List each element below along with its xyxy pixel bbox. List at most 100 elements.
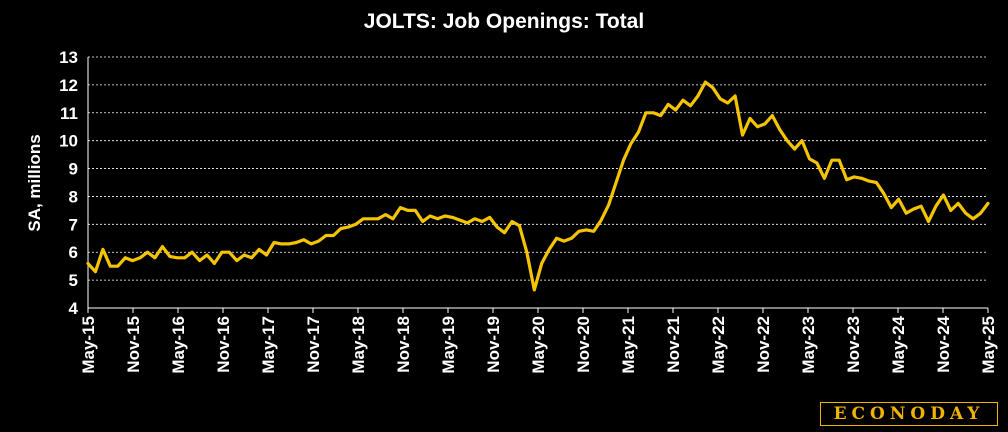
data-point [317, 240, 319, 242]
data-point [87, 262, 89, 264]
data-point [660, 114, 662, 116]
data-point [682, 99, 684, 101]
x-tick-label: Nov-20 [574, 316, 593, 373]
data-point [511, 220, 513, 222]
y-tick-label: 6 [69, 243, 78, 262]
y-tick-labels: 4 5 6 7 8 9 10 11 12 13 [59, 48, 78, 318]
data-point [637, 131, 639, 133]
x-tick-label: May-25 [979, 316, 998, 374]
data-point [459, 219, 461, 221]
data-point [719, 98, 721, 100]
data-point [585, 229, 587, 231]
data-point [250, 257, 252, 259]
data-point [898, 198, 900, 200]
data-point [288, 243, 290, 245]
data-point [481, 220, 483, 222]
data-point [392, 218, 394, 220]
data-point [645, 112, 647, 114]
y-tick-label: 4 [69, 299, 79, 318]
data-point [429, 215, 431, 217]
data-point [280, 243, 282, 245]
y-tick-label: 13 [59, 48, 78, 67]
data-point [489, 216, 491, 218]
data-point [474, 218, 476, 220]
data-point [124, 257, 126, 259]
data-point [377, 218, 379, 220]
data-point [764, 123, 766, 125]
data-point [496, 226, 498, 228]
data-point [347, 226, 349, 228]
data-point [868, 180, 870, 182]
x-tick-label: May-21 [619, 316, 638, 374]
data-point [950, 209, 952, 211]
data-point [831, 159, 833, 161]
axes [87, 57, 988, 309]
data-point [407, 209, 409, 211]
data-point [146, 251, 148, 253]
data-point [533, 289, 535, 291]
data-point [191, 251, 193, 253]
x-tick-label: May-23 [799, 316, 818, 374]
data-point [503, 232, 505, 234]
data-point [265, 254, 267, 256]
data-point [414, 209, 416, 211]
data-point [689, 105, 691, 107]
y-tick-label: 9 [69, 160, 78, 179]
data-point [712, 87, 714, 89]
data-point [890, 206, 892, 208]
data-point [206, 254, 208, 256]
data-point [526, 251, 528, 253]
data-point [243, 254, 245, 256]
x-tick-label: May-20 [529, 316, 548, 374]
data-point [169, 255, 171, 257]
data-point [236, 259, 238, 261]
data-point [816, 162, 818, 164]
data-point [630, 142, 632, 144]
data-point [295, 241, 297, 243]
data-point [793, 148, 795, 150]
data-point [451, 216, 453, 218]
data-point [444, 215, 446, 217]
data-point [563, 240, 565, 242]
data-point [972, 218, 974, 220]
series-line-job-openings [86, 80, 990, 292]
data-point [369, 218, 371, 220]
data-point [131, 259, 133, 261]
data-point [846, 179, 848, 181]
x-tick-label: May-15 [79, 316, 98, 374]
data-point [741, 134, 743, 136]
x-tick-label: Nov-21 [664, 316, 683, 373]
data-point [310, 243, 312, 245]
x-tick-label: Nov-15 [124, 316, 143, 373]
data-point [273, 241, 275, 243]
data-point [756, 126, 758, 128]
data-point [674, 109, 676, 111]
data-point [102, 248, 104, 250]
data-point [332, 234, 334, 236]
x-tick-label: May-22 [709, 316, 728, 374]
gridlines [88, 56, 988, 281]
data-point [570, 237, 572, 239]
data-point [935, 205, 937, 207]
data-point [704, 81, 706, 83]
data-point [860, 177, 862, 179]
data-point [600, 219, 602, 221]
data-point [139, 257, 141, 259]
x-tick-label: May-16 [169, 316, 188, 374]
y-axis-label: SA, millions [25, 134, 44, 231]
data-point [154, 257, 156, 259]
data-point [652, 112, 654, 114]
data-point [117, 265, 119, 267]
data-point [608, 204, 610, 206]
x-tick-label: Nov-23 [844, 316, 863, 373]
data-point [979, 212, 981, 214]
data-point [94, 271, 96, 273]
data-point [221, 251, 223, 253]
y-tick-label: 8 [69, 187, 78, 206]
data-point [340, 227, 342, 229]
x-tick-label: Nov-16 [214, 316, 233, 373]
data-point [786, 140, 788, 142]
data-point [184, 257, 186, 259]
data-point [362, 218, 364, 220]
